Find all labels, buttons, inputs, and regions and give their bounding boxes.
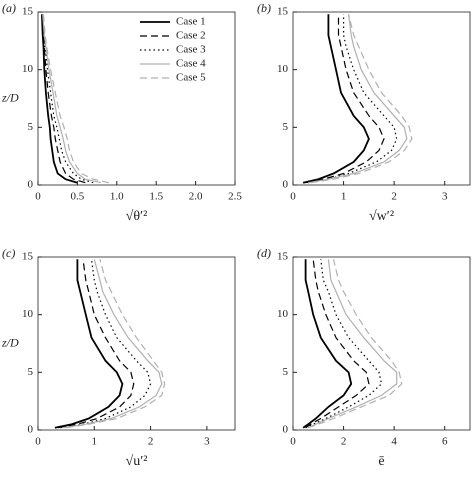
y-tick-label: 5: [28, 121, 34, 133]
x-tick-label: 2: [148, 436, 154, 448]
x-tick-label: 2: [391, 191, 397, 203]
series-line: [41, 14, 78, 184]
x-tick-label: 0.5: [71, 191, 85, 203]
panel-label: (c): [2, 246, 15, 260]
y-tick-label: 10: [277, 63, 289, 75]
panel-label: (a): [2, 1, 16, 15]
y-tick-label: 15: [277, 251, 289, 263]
x-tick-label: 6: [442, 436, 448, 448]
x-tick-label: 0: [290, 436, 296, 448]
series-line: [302, 259, 353, 429]
y-tick-label: 10: [277, 308, 289, 320]
x-tick-label: 1: [92, 436, 98, 448]
y-tick-label: 0: [28, 179, 34, 191]
x-tick-label: 0: [35, 191, 41, 203]
y-tick-label: 15: [277, 6, 289, 18]
series-line: [308, 14, 398, 184]
x-axis-label: √w′²: [369, 209, 394, 224]
x-tick-label: 2.0: [189, 191, 203, 203]
y-tick-label: 5: [28, 366, 34, 378]
y-tick-label: 0: [283, 424, 289, 436]
x-tick-label: 1: [341, 191, 347, 203]
x-tick-label: 1.5: [149, 191, 163, 203]
y-tick-label: 0: [28, 424, 34, 436]
y-tick-label: 10: [22, 63, 34, 75]
series-line: [42, 14, 94, 184]
x-tick-label: 0: [35, 436, 41, 448]
plot-frame: [37, 256, 236, 431]
legend-label: Case 5: [176, 72, 206, 84]
x-tick-label: 2: [341, 436, 347, 448]
x-tick-label: 3: [204, 436, 210, 448]
x-axis-label: √u′²: [126, 454, 148, 469]
y-axis-label: z/D: [1, 335, 19, 349]
series-line: [60, 259, 152, 429]
y-tick-label: 5: [283, 121, 289, 133]
series-line: [308, 14, 408, 184]
plot-frame: [292, 256, 471, 431]
legend-label: Case 2: [176, 30, 206, 42]
x-tick-label: 1.0: [110, 191, 124, 203]
series-line: [308, 259, 403, 429]
series-line: [57, 259, 135, 429]
series-line: [66, 259, 166, 429]
y-tick-label: 15: [22, 251, 34, 263]
series-line: [42, 14, 86, 184]
y-tick-label: 15: [22, 6, 34, 18]
legend-label: Case 4: [176, 58, 206, 70]
legend-label: Case 1: [176, 16, 206, 28]
y-tick-label: 0: [283, 179, 289, 191]
series-line: [305, 259, 370, 429]
series-line: [307, 259, 398, 429]
y-tick-label: 5: [283, 366, 289, 378]
x-axis-label: ē: [378, 454, 384, 469]
series-line: [54, 259, 124, 429]
y-axis-label: z/D: [1, 90, 19, 104]
x-tick-label: 2.5: [228, 191, 242, 203]
series-line: [305, 259, 383, 429]
series-line: [302, 14, 370, 184]
x-tick-label: 3: [442, 191, 448, 203]
legend-label: Case 3: [176, 44, 206, 56]
x-tick-label: 0: [290, 191, 296, 203]
series-line: [42, 14, 110, 184]
plot-frame: [292, 11, 471, 186]
plot-frame: [37, 11, 236, 186]
series-line: [63, 259, 163, 429]
panel-label: (d): [257, 246, 271, 260]
series-line: [310, 14, 413, 184]
panel-label: (b): [257, 1, 271, 15]
x-tick-label: 4: [391, 436, 397, 448]
x-axis-label: √θ′²: [126, 209, 148, 224]
series-line: [305, 14, 385, 184]
series-line: [42, 14, 102, 184]
y-tick-label: 10: [22, 308, 34, 320]
